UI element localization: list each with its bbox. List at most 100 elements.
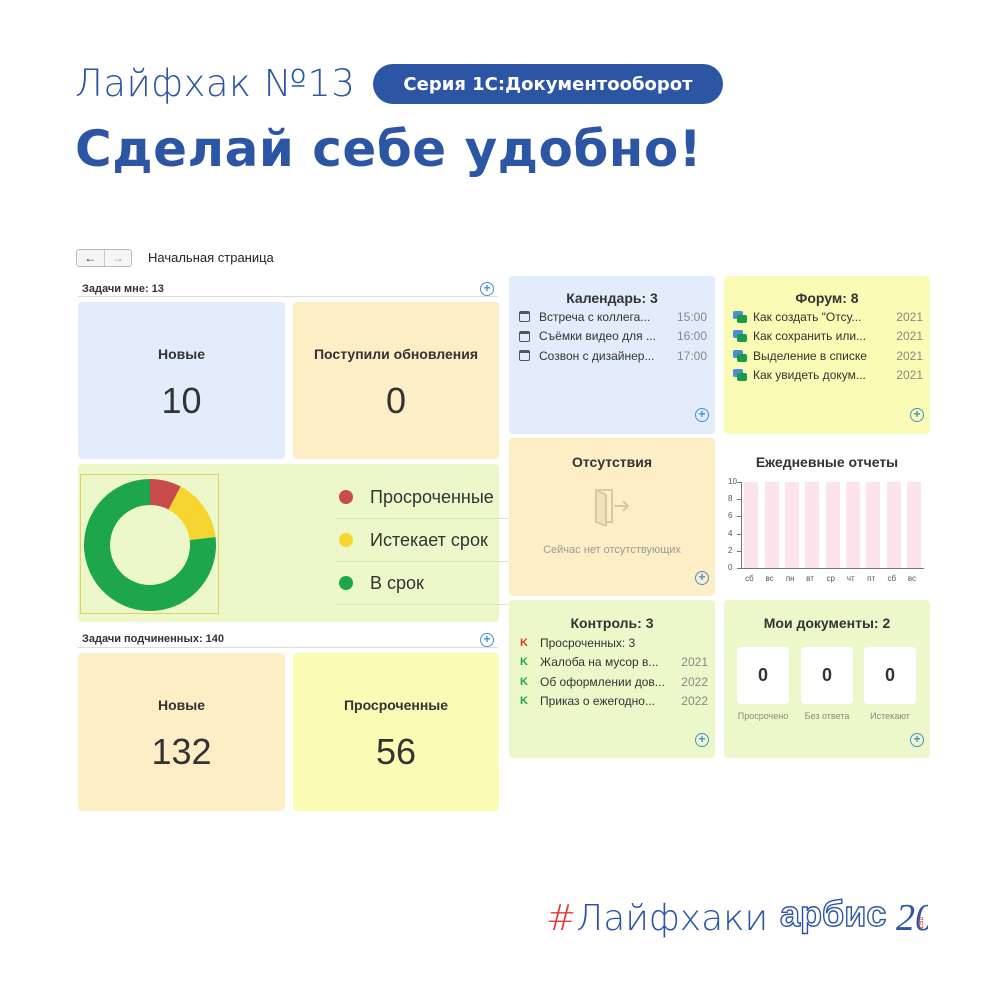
y-tick <box>737 533 741 535</box>
control-list: K Просроченных: 3 K Жалоба на мусор в... 20… <box>520 633 708 711</box>
absences-add-icon[interactable]: + <box>695 571 709 585</box>
forum-item[interactable]: Как сохранить или... 2021 <box>733 327 923 347</box>
y-tick <box>737 482 741 483</box>
y-tick-label: 8 <box>728 494 733 504</box>
calendar-list: Встреча с коллега... 15:00 Съёмки видео д… <box>519 307 707 366</box>
control-mark-icon: K <box>520 636 528 649</box>
x-tick-label: вс <box>907 574 916 583</box>
legend-label: Истекает срок <box>370 529 488 550</box>
hash-symbol: # <box>546 898 577 939</box>
day-bar[interactable] <box>866 482 881 568</box>
donut-slice[interactable] <box>150 479 181 510</box>
sub-tasks-add-icon[interactable]: + <box>480 633 494 647</box>
chat-icon <box>733 369 747 382</box>
forum-add-icon[interactable]: + <box>910 408 924 422</box>
y-tick <box>737 568 741 569</box>
sub-tasks-divider <box>78 647 498 648</box>
y-tick-label: 4 <box>728 528 733 538</box>
y-tick <box>737 516 741 518</box>
control-mark-icon: K <box>520 695 528 708</box>
daily-reports-chart: 10 8 6 4 2 0 сб вс пн вт ср чт пт сб вс <box>724 438 930 596</box>
x-tick-label: сб <box>745 574 754 583</box>
history-nav: ← → <box>76 249 132 267</box>
my-tasks-add-icon[interactable]: + <box>480 282 494 296</box>
control-item[interactable]: K Приказ о ежегодно... 2022 <box>520 694 708 709</box>
chat-icon <box>733 310 747 323</box>
control-item[interactable]: K Об оформлении дов... 2022 <box>520 674 708 689</box>
control-item[interactable]: K Жалоба на мусор в... 2021 <box>520 655 708 670</box>
control-title: Контроль: 3 <box>570 615 654 631</box>
y-tick-label: 6 <box>728 511 733 521</box>
day-bar[interactable] <box>764 482 779 568</box>
calendar-item[interactable]: Встреча с коллега... 15:00 <box>519 307 707 327</box>
svg-text:ЛЕТ: ЛЕТ <box>916 916 923 930</box>
day-bar[interactable] <box>886 482 901 568</box>
tile-label: Новые <box>157 697 205 713</box>
forum-title: Форум: 8 <box>795 290 859 306</box>
my-tasks-title: Задачи мне: 13 <box>82 283 164 295</box>
my-docs-add-icon[interactable]: + <box>910 733 924 747</box>
my-docs-title: Мои документы: 2 <box>763 615 891 631</box>
control-mark-icon: K <box>520 675 528 688</box>
forum-item[interactable]: Выделение в списке 2021 <box>733 346 923 366</box>
docs-no-answer-label: Без ответа <box>804 711 850 721</box>
my-docs-card: Мои документы: 2 0 0 0 Просрочено Без от… <box>724 600 930 758</box>
daily-reports-title: Ежедневные отчеты <box>755 454 899 470</box>
hashtag: #Лайфхаки <box>546 898 768 939</box>
page-title: Начальная страница <box>148 250 274 265</box>
calendar-icon <box>519 311 530 323</box>
x-tick-label: чт <box>846 574 855 583</box>
y-tick-label: 2 <box>728 545 733 555</box>
x-tick-label: пн <box>785 574 795 583</box>
x-tick-label: ср <box>826 574 835 583</box>
forward-button[interactable]: → <box>103 250 132 266</box>
calendar-card: Календарь: 3 Встреча с коллега... 15:00 С… <box>509 276 715 434</box>
calendar-title: Календарь: 3 <box>566 290 658 306</box>
day-bar[interactable] <box>744 482 759 568</box>
y-tick <box>737 550 741 552</box>
absences-title: Отсутствия <box>571 454 652 470</box>
day-bar[interactable] <box>845 482 860 568</box>
back-button[interactable]: ← <box>84 251 97 265</box>
donut-frame <box>80 474 219 614</box>
legend-label: В срок <box>370 572 424 593</box>
forum-list: Как создать "Отсу... 2021 Как сохранить и… <box>733 307 923 385</box>
donut-slice[interactable] <box>168 486 216 541</box>
my-tasks-divider <box>78 296 498 297</box>
my-tasks-new-tile[interactable]: Новые 10 <box>78 302 285 459</box>
docs-overdue-box[interactable]: 0 <box>737 647 789 704</box>
day-bar[interactable] <box>825 482 840 568</box>
docs-no-answer-box[interactable]: 0 <box>801 647 853 704</box>
calendar-icon <box>519 350 530 362</box>
legend-dot-icon <box>339 576 353 590</box>
donut-slice[interactable] <box>84 479 216 611</box>
control-item[interactable]: K Просроченных: 3 <box>520 635 636 650</box>
calendar-item[interactable]: Созвон с дизайнер... 17:00 <box>519 346 707 366</box>
tile-label: Просроченные <box>343 697 449 713</box>
tile-count: 132 <box>151 731 212 772</box>
calendar-item[interactable]: Съёмки видео для ... 16:00 <box>519 327 707 347</box>
day-bar[interactable] <box>906 482 921 568</box>
svg-text:арбис: арбис <box>780 893 886 934</box>
calendar-add-icon[interactable]: + <box>695 408 709 422</box>
headline: Сделай себе удобно! <box>75 120 703 178</box>
status-donut-chart <box>84 479 216 611</box>
docs-expiring-label: Истекают <box>870 711 910 721</box>
day-bar[interactable] <box>805 482 820 568</box>
day-bar[interactable] <box>784 482 799 568</box>
daily-reports-card: Ежедневные отчеты 10 8 6 4 2 0 сб вс пн вт ср чт пт с… <box>724 438 930 596</box>
x-tick-label: вс <box>765 574 774 583</box>
sub-tasks-new-tile[interactable]: Новые 132 <box>78 653 285 811</box>
sub-tasks-overdue-tile[interactable]: Просроченные 56 <box>293 653 499 811</box>
control-add-icon[interactable]: + <box>695 733 709 747</box>
chat-icon <box>733 330 747 343</box>
absences-card: Отсутствия Сейчас нет отсутствующих + <box>509 438 715 596</box>
my-tasks-updates-tile[interactable]: Поступили обновления 0 <box>293 302 499 459</box>
forum-item[interactable]: Как увидеть докум... 2021 <box>733 366 923 386</box>
y-axis <box>741 482 742 568</box>
lifehack-title: Лайфхак №13 <box>75 62 356 105</box>
forum-item[interactable]: Как создать "Отсу... 2021 <box>733 307 923 327</box>
docs-expiring-box[interactable]: 0 <box>864 647 916 704</box>
x-axis <box>741 568 924 569</box>
legend-label: Просроченные <box>370 486 494 507</box>
